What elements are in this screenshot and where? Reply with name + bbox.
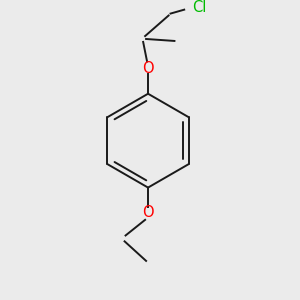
Text: O: O (142, 61, 154, 76)
Text: O: O (142, 206, 154, 220)
Text: Cl: Cl (192, 0, 206, 15)
